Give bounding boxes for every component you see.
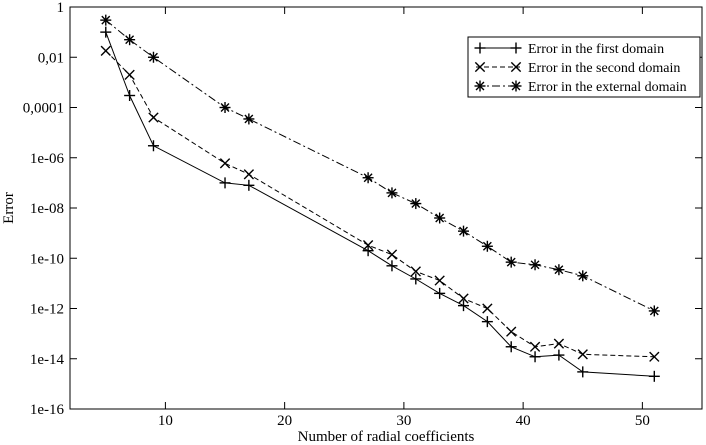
data-point xyxy=(386,249,398,260)
x-tick-label: 20 xyxy=(277,413,292,429)
x-tick-label: 50 xyxy=(635,413,650,429)
data-point xyxy=(434,287,446,299)
data-point xyxy=(458,225,470,237)
series-line xyxy=(105,50,655,358)
data-point xyxy=(649,351,660,362)
legend-label: Error in the second domain xyxy=(528,61,680,76)
data-point xyxy=(506,326,517,337)
y-tick-label: 1e-08 xyxy=(30,201,64,217)
data-point xyxy=(410,266,421,277)
data-point xyxy=(243,179,255,191)
series-line xyxy=(105,19,655,312)
data-point xyxy=(648,305,660,317)
series-2 xyxy=(100,45,660,362)
data-point xyxy=(362,240,374,251)
data-point xyxy=(577,349,588,360)
legend-box xyxy=(467,36,701,98)
y-axis: 1 0,01 0,0001 1e-06 1e-08 1e-10 1e-12 1e-14 1e-1… xyxy=(23,0,702,418)
x-tick-label: 30 xyxy=(396,413,411,429)
data-point xyxy=(553,338,565,349)
data-point xyxy=(482,303,493,314)
data-point xyxy=(243,113,255,125)
data-point xyxy=(481,316,493,328)
x-tick-label: 10 xyxy=(158,413,173,429)
data-point xyxy=(529,259,541,271)
series-line xyxy=(105,31,655,377)
legend-label: Error in the first domain xyxy=(528,42,664,57)
legend-marker xyxy=(474,42,486,54)
x-axis-title: Number of radial coefficients xyxy=(298,429,475,445)
data-point xyxy=(410,198,422,210)
data-point xyxy=(100,45,111,57)
legend-marker xyxy=(474,61,486,73)
data-point xyxy=(553,349,565,361)
y-tick-label: 1e-06 xyxy=(30,151,65,167)
y-axis-title: Error xyxy=(1,192,17,224)
data-point xyxy=(386,187,398,199)
data-point xyxy=(100,14,112,26)
y-tick-label: 1e-16 xyxy=(30,402,65,418)
data-point xyxy=(481,240,493,252)
data-point xyxy=(147,51,159,63)
data-point xyxy=(362,245,374,257)
data-point xyxy=(529,341,541,352)
data-point xyxy=(458,300,470,312)
series-layer xyxy=(100,14,660,382)
data-point xyxy=(147,140,159,152)
x-tick-label: 40 xyxy=(516,413,531,429)
data-point xyxy=(124,90,136,102)
y-tick-label: 0,0001 xyxy=(23,101,64,117)
legend-marker xyxy=(510,42,522,54)
data-point xyxy=(648,370,660,382)
data-point xyxy=(458,293,469,304)
data-point xyxy=(434,275,445,286)
data-point xyxy=(219,158,231,169)
x-axis: 10 20 30 40 50 xyxy=(158,7,650,429)
y-tick-label: 0,01 xyxy=(38,50,64,66)
data-point xyxy=(362,172,374,184)
legend-marker xyxy=(510,80,522,92)
data-point xyxy=(434,212,446,224)
data-point xyxy=(410,273,422,285)
legend-marker xyxy=(510,61,522,73)
y-tick-label: 1e-10 xyxy=(30,251,64,267)
y-tick-label: 1e-12 xyxy=(30,302,64,318)
series-1 xyxy=(100,26,660,382)
legend: Error in the first domain Error in the se… xyxy=(467,36,701,98)
data-point xyxy=(529,351,541,363)
data-point xyxy=(553,264,565,276)
y-tick-label: 1e-14 xyxy=(30,352,65,368)
data-point xyxy=(243,169,255,180)
data-point xyxy=(148,112,159,123)
legend-marker xyxy=(474,80,486,92)
legend-label: Error in the external domain xyxy=(528,80,687,95)
data-point xyxy=(100,26,112,38)
data-point xyxy=(505,256,517,268)
data-point xyxy=(505,341,517,353)
data-point xyxy=(219,177,231,189)
y-tick-label: 1 xyxy=(57,0,65,16)
data-point xyxy=(219,102,231,113)
data-point xyxy=(577,366,589,378)
data-point xyxy=(124,69,135,80)
data-point xyxy=(124,34,136,46)
series-3 xyxy=(100,14,660,317)
data-point xyxy=(577,270,589,282)
data-point xyxy=(386,260,398,272)
